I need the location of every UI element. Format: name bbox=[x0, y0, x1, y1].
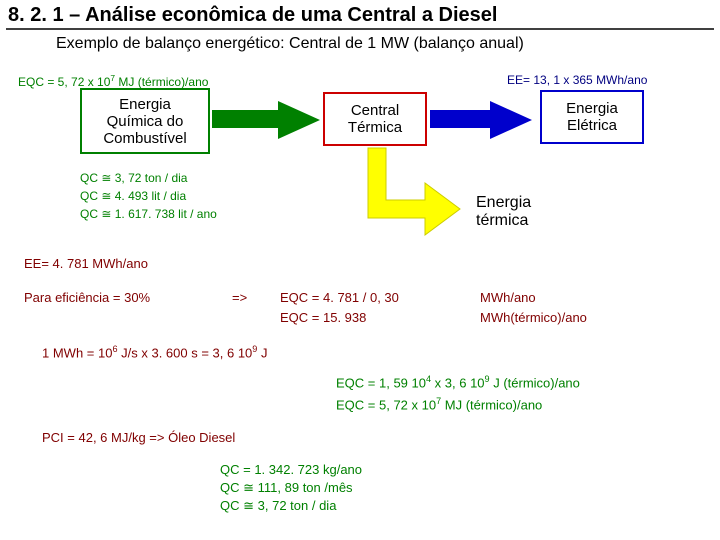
eqc-result-1l: EQC = 4. 781 / 0, 30 bbox=[280, 290, 399, 305]
qc-daily-ton: QC ≅ 3, 72 ton / dia bbox=[80, 171, 187, 185]
qc-daily-lit: QC ≅ 4. 493 lit / dia bbox=[80, 189, 186, 203]
qc-bottom-3: QC ≅ 3, 72 ton / dia bbox=[220, 498, 336, 514]
arrow-implies: => bbox=[232, 290, 247, 305]
qc-bottom-1: QC = 1. 342. 723 kg/ano bbox=[220, 462, 362, 477]
eqc-green-1: EQC = 1, 59 104 x 3, 6 109 J (térmico)/a… bbox=[336, 374, 580, 390]
eqc-green-2: EQC = 5, 72 x 107 MJ (térmico)/ano bbox=[336, 396, 542, 412]
qc-annual-lit: QC ≅ 1. 617. 738 lit / ano bbox=[80, 207, 217, 221]
eqc-result-1r: MWh/ano bbox=[480, 290, 536, 305]
thermal-energy-label: Energia térmica bbox=[476, 194, 531, 231]
mwh-conversion: 1 MWh = 106 J/s x 3. 600 s = 3, 6 109 J bbox=[42, 344, 267, 360]
efficiency-line: Para eficiência = 30% bbox=[24, 290, 150, 305]
eqc-result-2l: EQC = 15. 938 bbox=[280, 310, 366, 325]
eqc-result-2r: MWh(térmico)/ano bbox=[480, 310, 587, 325]
pci-line: PCI = 42, 6 MJ/kg => Óleo Diesel bbox=[42, 430, 235, 445]
ee-annual: EE= 4. 781 MWh/ano bbox=[24, 256, 148, 271]
qc-bottom-2: QC ≅ 111, 89 ton /mês bbox=[220, 480, 353, 496]
